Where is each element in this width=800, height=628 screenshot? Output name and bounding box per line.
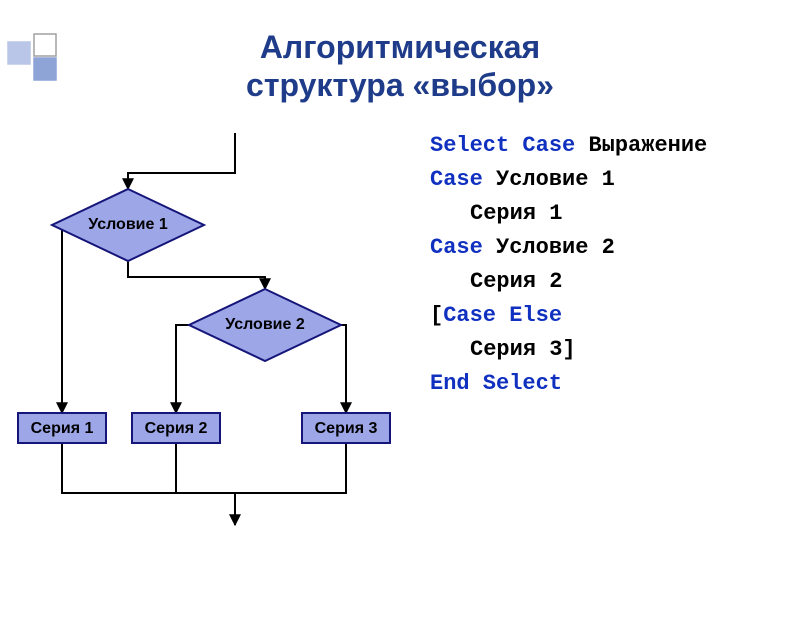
title-line-1: Алгоритмическая (0, 28, 800, 66)
flowchart-svg: Условие 1 Условие 2 Серия 1 Серия 2 Серия 3 (0, 125, 430, 545)
code-line: [Case Else (430, 299, 800, 333)
process-label-s2: Серия 2 (145, 420, 208, 437)
process-label-s1: Серия 1 (31, 420, 94, 437)
code-line: Case Условие 1 (430, 163, 800, 197)
code-line: Case Условие 2 (430, 231, 800, 265)
code-line: Select Case Выражение (430, 129, 800, 163)
code-block: Select Case ВыражениеCase Условие 1Серия… (430, 125, 800, 545)
code-line: Серия 3] (430, 333, 800, 367)
flowchart-container: Условие 1 Условие 2 Серия 1 Серия 2 Серия 3 (0, 125, 430, 545)
flow-edge (235, 443, 346, 493)
flow-edge (341, 325, 346, 413)
title-line-2: структура «выбор» (0, 66, 800, 104)
decision-label-cond1: Условие 1 (88, 216, 168, 233)
flow-edge (52, 225, 62, 413)
content-area: Условие 1Условие 2Серия 1Серия 2Серия 3 … (0, 125, 800, 545)
flow-edge (128, 133, 235, 189)
decision-label-cond2: Условие 2 (225, 316, 305, 333)
corner-decoration (0, 28, 70, 88)
flow-edge (128, 261, 265, 289)
process-label-s3: Серия 3 (315, 420, 378, 437)
flow-edge (176, 325, 189, 413)
flow-edge (62, 443, 235, 493)
code-line: Серия 2 (430, 265, 800, 299)
code-line: Серия 1 (430, 197, 800, 231)
code-line: End Select (430, 367, 800, 401)
slide-title: Алгоритмическая структура «выбор» (0, 28, 800, 105)
